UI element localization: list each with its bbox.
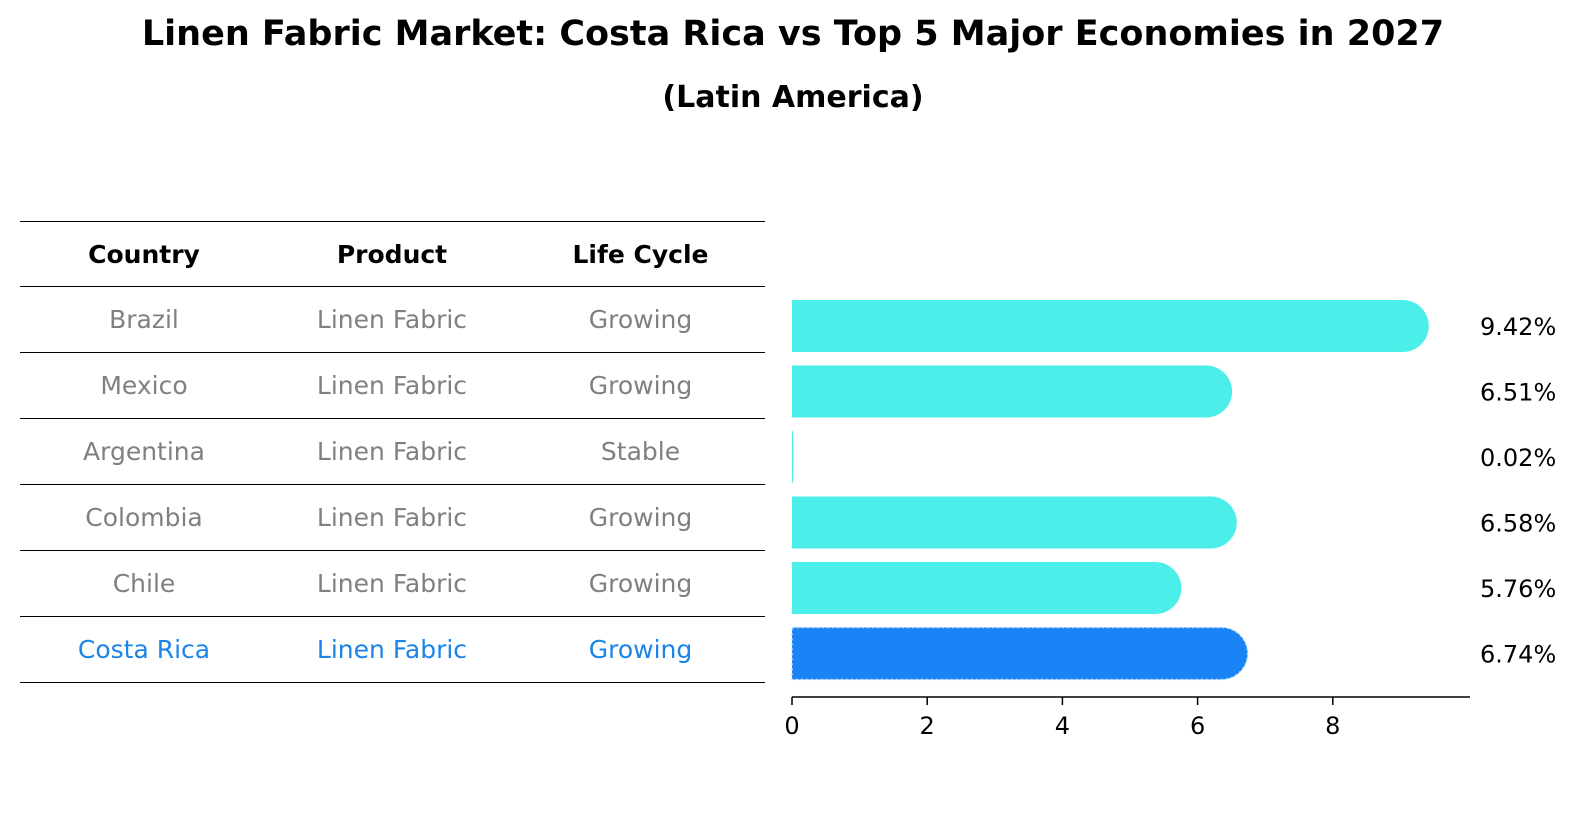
x-tick-label: 8: [1325, 712, 1340, 740]
product-cell: Linen Fabric: [316, 437, 468, 466]
bar-brazil: [792, 300, 1429, 352]
country-cell: Colombia: [85, 503, 203, 532]
life-cycle-cell: Growing: [588, 371, 693, 400]
value-label: 6.74%: [1480, 641, 1556, 669]
table-header-row: Country Product Life Cycle: [20, 221, 765, 287]
bar-argentina: [792, 431, 794, 483]
life-cycle-cell: Growing: [588, 569, 693, 598]
country-cell: Chile: [112, 569, 176, 598]
life-cycle-cell: Growing: [588, 635, 693, 664]
table-row: Colombia Linen Fabric Growing: [20, 485, 765, 551]
life-cycle-cell: Growing: [588, 503, 693, 532]
x-tick-label: 0: [784, 712, 799, 740]
table-row: Mexico Linen Fabric Growing: [20, 353, 765, 419]
header-country: Country: [88, 239, 200, 269]
country-cell: Argentina: [83, 437, 205, 466]
bar-chile: [792, 562, 1182, 614]
bar-costa-rica: [792, 627, 1248, 680]
country-cell: Costa Rica: [77, 635, 211, 664]
bar-colombia: [792, 496, 1237, 549]
country-cell: Brazil: [109, 305, 179, 334]
product-cell: Linen Fabric: [316, 305, 468, 334]
life-cycle-cell: Stable: [600, 437, 681, 466]
bar-mexico: [792, 365, 1233, 418]
table-row-highlighted: Costa Rica Linen Fabric Growing: [20, 617, 765, 683]
value-label: 5.76%: [1480, 575, 1556, 603]
x-tick-label: 4: [1055, 712, 1070, 740]
chart-subtitle: (Latin America): [662, 80, 924, 115]
product-cell: Linen Fabric: [316, 503, 468, 532]
x-tick-label: 2: [920, 712, 935, 740]
product-cell: Linen Fabric: [316, 371, 468, 400]
header-product: Product: [336, 239, 448, 269]
product-cell: Linen Fabric: [316, 635, 468, 664]
chart-title: Linen Fabric Market: Costa Rica vs Top 5…: [141, 14, 1445, 54]
country-cell: Mexico: [100, 371, 188, 400]
table-row: Brazil Linen Fabric Growing: [20, 287, 765, 353]
table-row: Chile Linen Fabric Growing: [20, 551, 765, 617]
table-row: Argentina Linen Fabric Stable: [20, 419, 765, 485]
life-cycle-cell: Growing: [588, 305, 693, 334]
value-label: 0.02%: [1480, 444, 1556, 472]
header-life-cycle: Life Cycle: [572, 239, 709, 269]
value-label: 9.42%: [1480, 313, 1556, 341]
data-table: Country Product Life Cycle Brazil Linen …: [20, 221, 765, 683]
value-label: 6.58%: [1480, 510, 1556, 538]
product-cell: Linen Fabric: [316, 569, 468, 598]
x-tick-label: 6: [1190, 712, 1205, 740]
bar-highlight-outline: [791, 626, 1249, 681]
value-label: 6.51%: [1480, 379, 1556, 407]
